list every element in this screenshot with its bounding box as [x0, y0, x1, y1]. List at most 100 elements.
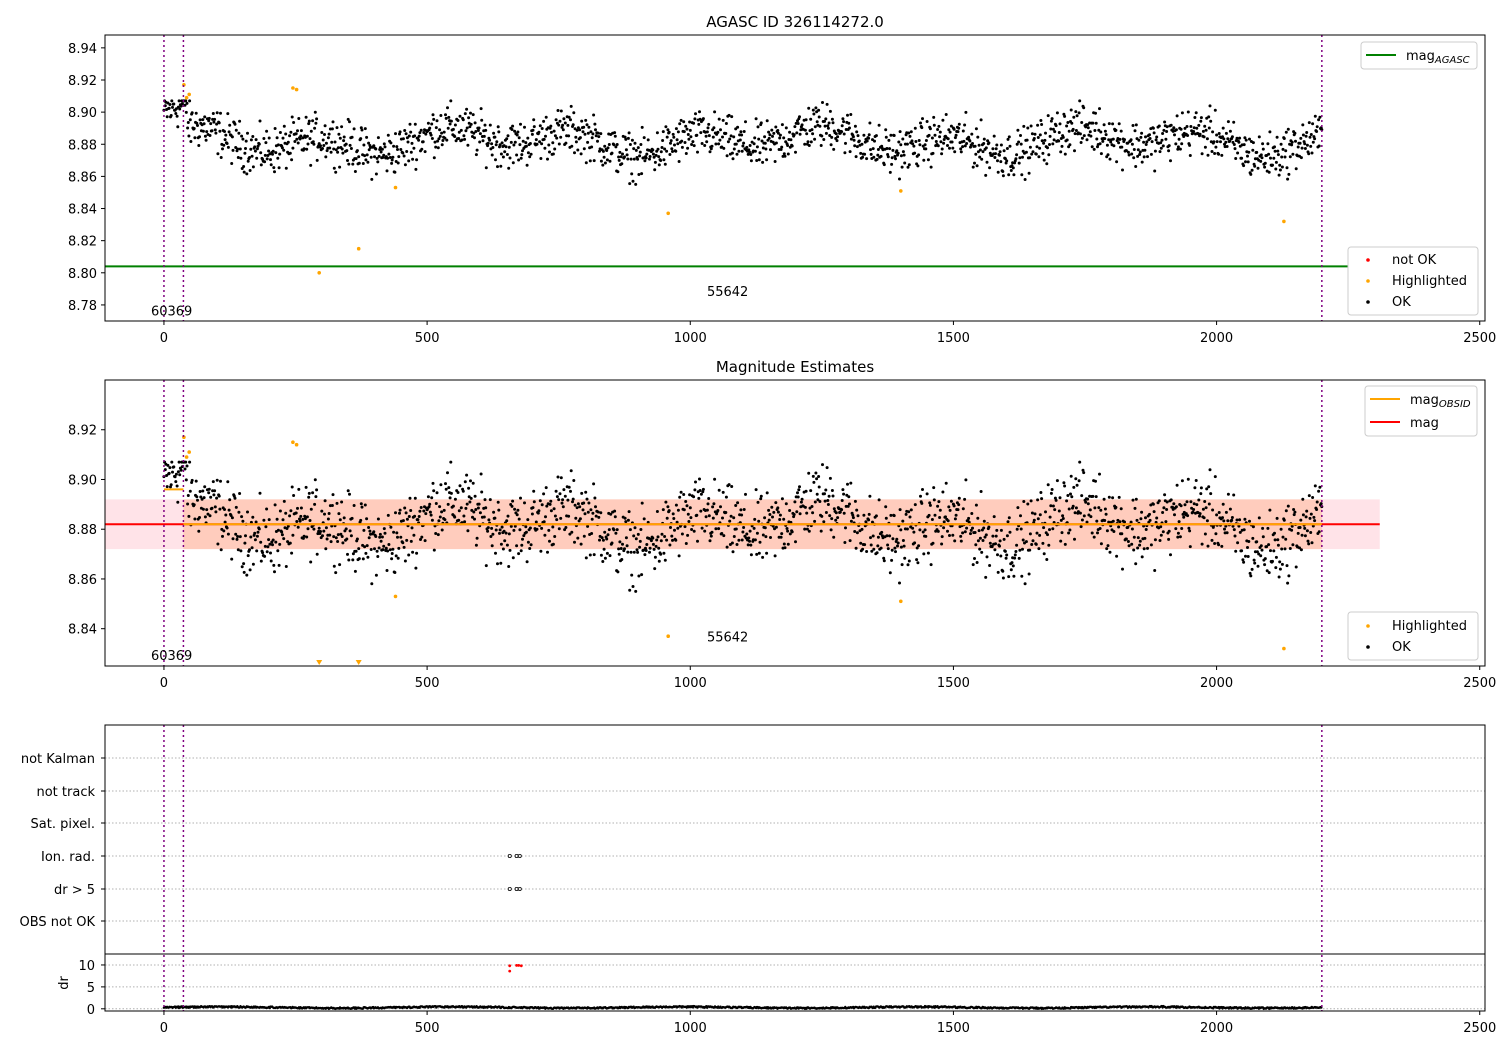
- ok-point: [221, 534, 224, 538]
- ok-point: [628, 528, 632, 532]
- ok-point: [586, 510, 590, 514]
- ok-point: [677, 160, 681, 163]
- ok-point: [366, 160, 370, 164]
- ok-point: [363, 503, 367, 507]
- ok-point: [378, 535, 382, 539]
- ok-point: [1169, 553, 1172, 557]
- ok-point: [1139, 135, 1143, 139]
- ok-point: [847, 495, 851, 499]
- ok-point: [334, 148, 338, 152]
- ok-point: [1280, 547, 1284, 551]
- ok-point: [267, 149, 271, 153]
- ok-point: [1257, 135, 1261, 139]
- ok-point: [648, 550, 651, 554]
- ok-point: [732, 135, 736, 139]
- ok-point: [953, 136, 957, 140]
- ok-point: [880, 530, 884, 534]
- ok-point: [1036, 517, 1040, 521]
- ok-point: [464, 506, 468, 510]
- ok-point: [1268, 130, 1272, 134]
- ok-point: [198, 516, 201, 519]
- ok-point: [834, 511, 838, 515]
- ok-point: [1244, 138, 1248, 142]
- ok-point: [553, 147, 557, 151]
- ok-point: [1288, 155, 1292, 159]
- ok-point: [1098, 472, 1101, 476]
- ok-point: [238, 119, 242, 123]
- ok-point: [1214, 532, 1218, 536]
- ok-point: [1154, 520, 1158, 524]
- ok-point: [1174, 128, 1178, 132]
- ok-point: [697, 496, 701, 500]
- ok-point: [271, 149, 275, 153]
- ok-point: [840, 508, 844, 512]
- ok-point: [863, 152, 867, 156]
- ok-point: [1138, 543, 1142, 547]
- ok-point: [610, 151, 614, 155]
- ok-point: [1013, 556, 1017, 560]
- ok-point: [592, 159, 596, 163]
- ok-point: [872, 547, 876, 551]
- off-scale-marker: [316, 660, 323, 665]
- ok-point: [451, 504, 455, 508]
- ok-point: [1265, 569, 1269, 573]
- ok-point: [1237, 140, 1241, 144]
- ok-point: [482, 134, 486, 138]
- ok-point: [1243, 136, 1247, 140]
- ok-point: [912, 144, 916, 148]
- ok-point: [644, 156, 648, 160]
- ok-point: [1246, 555, 1250, 558]
- ok-point: [1280, 155, 1284, 159]
- ok-point: [221, 147, 224, 151]
- ok-point: [973, 144, 977, 148]
- ok-point: [1203, 145, 1207, 149]
- ok-point: [856, 134, 860, 138]
- ok-point: [1301, 123, 1305, 127]
- ok-point: [1006, 137, 1010, 141]
- ok-point: [1177, 137, 1181, 141]
- ok-point: [1267, 571, 1271, 575]
- ok-point: [637, 574, 641, 578]
- ok-point: [410, 141, 414, 145]
- ok-point: [1074, 129, 1078, 132]
- ok-point: [240, 134, 244, 138]
- ok-point: [245, 172, 249, 176]
- ok-point: [632, 157, 636, 161]
- ok-point: [1002, 149, 1006, 153]
- ok-point: [315, 117, 319, 121]
- ok-point: [390, 557, 394, 561]
- ok-point: [1029, 124, 1033, 128]
- ok-point: [1153, 149, 1157, 153]
- ok-point: [340, 147, 344, 151]
- ok-point: [335, 501, 339, 505]
- ok-point: [1040, 139, 1044, 143]
- ok-point: [1180, 479, 1184, 483]
- ok-point: [1292, 513, 1296, 517]
- ok-point: [1242, 560, 1246, 564]
- ok-point: [900, 165, 904, 169]
- ok-point: [946, 137, 950, 141]
- ok-point: [874, 134, 878, 138]
- ok-point: [248, 548, 251, 552]
- ok-point: [331, 493, 335, 497]
- ok-point: [952, 504, 956, 508]
- ok-point: [799, 500, 803, 504]
- ok-point: [242, 165, 246, 168]
- ok-point: [518, 143, 522, 147]
- ok-point: [1256, 166, 1260, 170]
- ok-point: [207, 119, 211, 123]
- ok-point: [1226, 137, 1230, 141]
- ok-point: [483, 123, 487, 127]
- ok-point: [1142, 547, 1146, 551]
- ok-point: [1003, 157, 1007, 161]
- ok-point: [675, 138, 679, 142]
- ok-point: [210, 506, 214, 510]
- ok-point: [913, 151, 917, 155]
- ok-point: [259, 559, 263, 563]
- ok-point: [682, 120, 686, 124]
- ok-point: [1265, 545, 1269, 549]
- ok-point: [808, 506, 812, 510]
- ok-point: [885, 534, 889, 538]
- ok-point: [409, 130, 413, 134]
- ok-point: [987, 141, 991, 145]
